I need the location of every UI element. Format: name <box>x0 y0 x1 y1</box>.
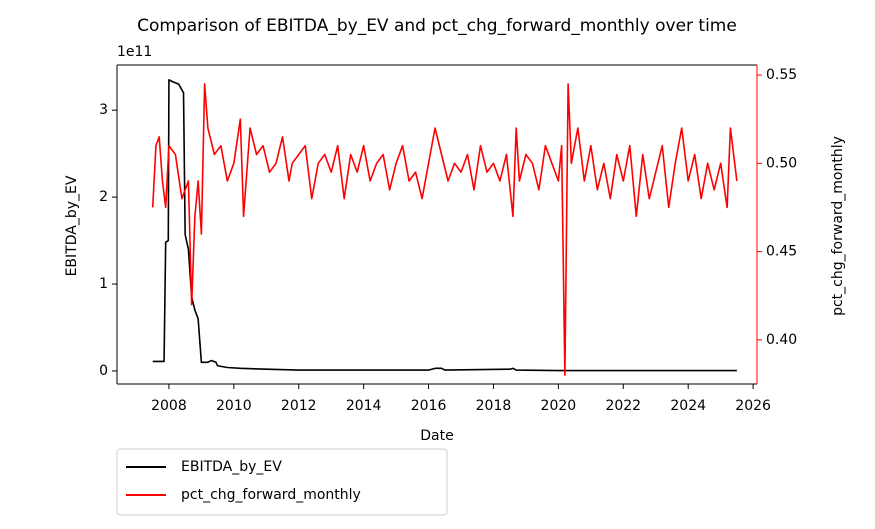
y2-tick-label: 0.55 <box>766 67 797 83</box>
x-tick-label: 2016 <box>411 398 447 414</box>
x-tick-label: 2026 <box>735 398 771 414</box>
x-tick-label: 2014 <box>346 398 382 414</box>
y-tick-label: 0 <box>99 363 108 379</box>
x-tick-label: 2008 <box>151 398 187 414</box>
y-tick-label: 3 <box>99 102 108 118</box>
x-tick-label: 2020 <box>541 398 577 414</box>
legend-label: pct_chg_forward_monthly <box>181 487 361 503</box>
x-axis-label: Date <box>420 428 453 444</box>
x-tick-label: 2024 <box>670 398 706 414</box>
y2-tick-label: 0.50 <box>766 155 797 171</box>
legend-box <box>116 448 448 516</box>
legend-label: EBITDA_by_EV <box>181 459 282 475</box>
y2-tick-label: 0.45 <box>766 244 797 260</box>
x-tick-label: 2010 <box>216 398 252 414</box>
x-tick-label: 2018 <box>476 398 512 414</box>
series-line <box>151 83 738 376</box>
y2-axis-label: pct_chg_forward_monthly <box>830 136 846 316</box>
chart-title: Comparison of EBITDA_by_EV and pct_chg_f… <box>137 16 737 36</box>
x-tick-label: 2012 <box>281 398 317 414</box>
x-tick-label: 2022 <box>605 398 641 414</box>
y-tick-label: 2 <box>99 189 108 205</box>
y2-tick-label: 0.40 <box>766 332 797 348</box>
y-offset-label: 1e11 <box>117 44 152 60</box>
series-line <box>152 78 737 372</box>
y-tick-label: 1 <box>99 276 108 292</box>
y-axis-label: EBITDA_by_EV <box>64 175 80 276</box>
